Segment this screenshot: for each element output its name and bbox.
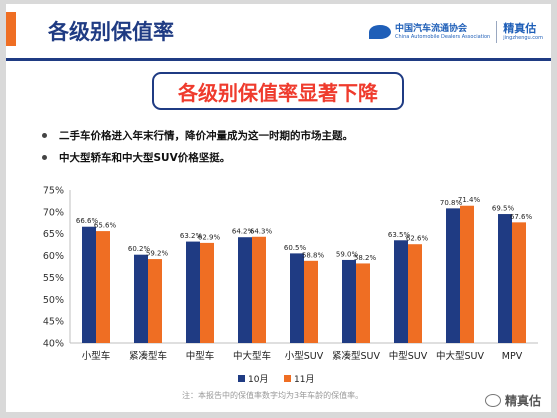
retention-rate-chart: 40% 45% 50% 55% 60% 65% 70% 75% 66.6%65.6% 小型车 60.… (43, 186, 538, 385)
title-divider (6, 58, 551, 61)
title-accent-bar (6, 12, 16, 46)
title-bar: 各级别保值率 中国汽车流通协会 China Automobile Dealers… (6, 4, 551, 58)
headline-banner: 各级别保值率显著下降 (152, 72, 404, 110)
cada-name-cn: 中国汽车流通协会 (395, 24, 468, 34)
data-label: 62.6% (406, 235, 429, 243)
cada-name-en: China Automobile Dealers Association (395, 34, 491, 40)
data-label: 63.5% (388, 231, 411, 239)
bullet-item: 二手车价格进入年末行情，降价冲量成为这一时期的市场主题。 (42, 124, 353, 146)
cada-logo-icon (369, 25, 392, 39)
page-title: 各级别保值率 (48, 20, 174, 44)
data-label: 60.5% (284, 244, 307, 252)
watermark-text: 精真估 (504, 394, 541, 408)
legend-label: 10月 (248, 374, 268, 385)
data-label: 58.8% (302, 251, 325, 259)
data-label: 62.9% (198, 233, 221, 241)
x-tick-label: 紧凑型车 (129, 350, 167, 362)
data-label: 67.6% (510, 213, 533, 221)
bar-nov (200, 242, 214, 343)
data-label: 69.5% (492, 205, 515, 213)
bar-nov (408, 244, 422, 343)
x-tick-label: 中型车 (186, 350, 215, 362)
x-tick-label: 紧凑型SUV (332, 350, 380, 362)
y-tick-label: 50% (43, 295, 64, 306)
bar-oct (134, 254, 148, 343)
x-tick-label: MPV (502, 351, 523, 362)
brand-name: 精真估 jingzhengu.com (503, 22, 543, 42)
wechat-icon (484, 394, 501, 407)
slide: 各级别保值率 中国汽车流通协会 China Automobile Dealers… (6, 4, 551, 412)
y-tick-label: 45% (43, 317, 64, 328)
bar-oct (394, 240, 408, 343)
brand-name-en: jingzhengu.com (503, 35, 543, 41)
x-tick-label: 中型SUV (389, 350, 428, 362)
data-label: 64.3% (250, 227, 273, 235)
y-tick-label: 75% (43, 186, 64, 197)
data-label: 60.2% (128, 245, 151, 253)
y-tick-label: 70% (43, 207, 64, 218)
brand-watermark: 精真估 (484, 392, 541, 409)
bar-oct (238, 237, 252, 343)
x-tick-label: 小型SUV (285, 351, 324, 362)
x-tick-label: 中大型车 (233, 350, 271, 362)
data-label: 64.2% (232, 228, 255, 236)
data-label: 63.2% (180, 232, 203, 240)
bullet-text: 二手车价格进入年末行情，降价冲量成为这一时期的市场主题。 (59, 129, 353, 142)
bullet-item: 中大型轿车和中大型SUV价格坚挺。 (42, 146, 353, 168)
cada-name: 中国汽车流通协会 China Automobile Dealers Associ… (395, 24, 490, 40)
bar-oct (290, 253, 304, 343)
y-tick-label: 55% (43, 273, 64, 284)
data-label: 65.6% (94, 222, 117, 230)
bar-nov (148, 259, 162, 343)
legend-swatch (238, 375, 245, 382)
logo-divider (496, 21, 498, 43)
data-label: 70.8% (440, 199, 463, 207)
data-label: 59.2% (146, 250, 169, 258)
y-tick-label: 40% (43, 339, 64, 350)
bar-oct (82, 226, 96, 343)
bar-nov (356, 263, 370, 343)
x-tick-label: 小型车 (82, 350, 111, 362)
bullet-dot-icon (42, 154, 47, 160)
bullet-dot-icon (42, 132, 47, 138)
bar-nov (96, 231, 110, 343)
bar-nov (512, 222, 526, 343)
data-label: 59.0% (336, 250, 359, 258)
footer-note: 注：本报告中的保值率数字均为3年车龄的保值率。 (182, 391, 364, 400)
bar-nov (252, 236, 266, 343)
bar-nov (460, 205, 474, 343)
bar-oct (498, 214, 512, 343)
bullet-text: 中大型轿车和中大型SUV价格坚挺。 (59, 151, 231, 164)
x-tick-label: 中大型SUV (436, 350, 484, 362)
bar-oct (186, 241, 200, 343)
legend-label: 11月 (294, 374, 314, 385)
y-tick-label: 65% (43, 229, 64, 240)
data-label: 58.2% (354, 254, 377, 262)
bar-nov (304, 260, 318, 343)
data-label: 71.4% (458, 196, 481, 204)
bar-oct (446, 208, 460, 343)
header-logo: 中国汽车流通协会 China Automobile Dealers Associ… (369, 20, 543, 44)
bar-oct (342, 259, 356, 343)
data-label: 66.6% (76, 217, 99, 225)
bullet-list: 二手车价格进入年末行情，降价冲量成为这一时期的市场主题。 中大型轿车和中大型SU… (42, 124, 353, 168)
legend-swatch (284, 375, 291, 382)
brand-name-cn: 精真估 (503, 22, 537, 35)
y-tick-label: 60% (43, 251, 64, 262)
